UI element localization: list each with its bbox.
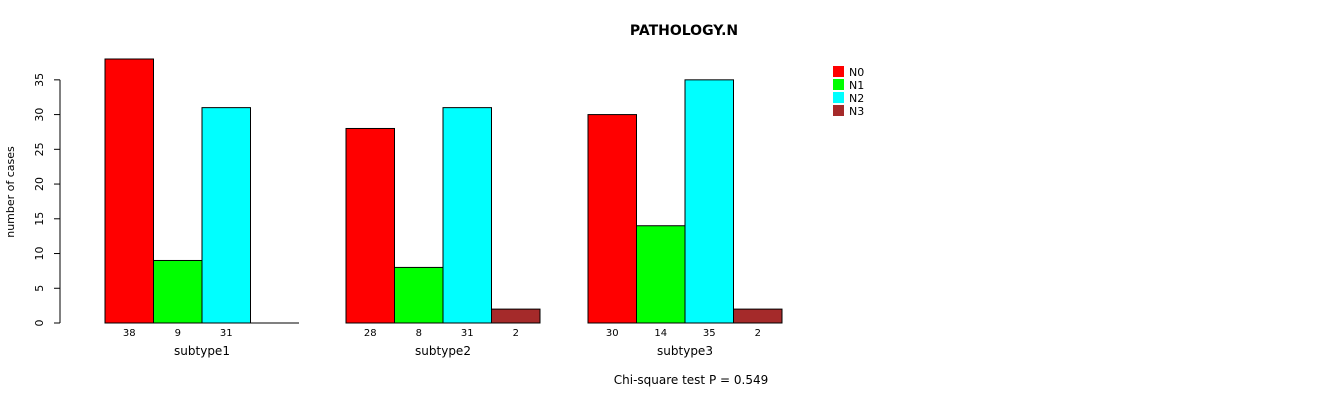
bar-value-label: 2 [755,328,761,339]
y-tick-label: 35 [33,73,46,87]
legend-swatch-N1 [833,79,844,90]
y-tick-label: 30 [33,108,46,122]
y-axis: 0 5 10 15 20 25 30 35 [33,73,61,327]
legend-swatch-N0 [833,66,844,77]
bars: 38 9 31 subtype1 28 8 31 2 subtype2 30 14 35 2 subtyp… [104,58,783,358]
legend-label-N0: N0 [849,66,864,79]
category-label: subtype2 [415,344,471,358]
category-label: subtype3 [657,344,713,358]
bar-value-label: 14 [654,328,667,339]
bar-value-label: 30 [606,328,619,339]
bar-subtype1-N2 [201,107,251,324]
y-tick-label: 15 [33,212,46,226]
chart-title: PATHOLOGY.N [630,23,738,39]
y-tick-label: 0 [33,320,46,327]
bar-value-label: 9 [175,328,181,339]
y-tick-label: 5 [33,285,46,292]
legend-label-N2: N2 [849,92,864,105]
bar-value-label: 31 [220,328,233,339]
bar-subtype2-N3 [491,308,541,324]
bar-subtype1-N1 [153,259,203,324]
bar-value-label: 2 [513,328,519,339]
bar-subtype3-N1 [636,225,686,324]
y-tick-label: 20 [33,177,46,191]
y-tick-label: 25 [33,142,46,156]
y-tick-label: 10 [33,247,46,261]
bar-subtype3-N3 [733,308,783,324]
bar-subtype3-N2 [684,79,734,324]
category-label: subtype1 [174,344,230,358]
bar-subtype2-N0 [345,127,395,324]
bar-subtype3-N0 [587,114,637,324]
bar-value-label: 28 [364,328,377,339]
bar-subtype1-N0 [104,58,154,324]
legend-label-N1: N1 [849,79,864,92]
legend-swatch-N2 [833,92,844,103]
bar-subtype2-N2 [442,107,492,324]
bar-value-label: 35 [703,328,716,339]
chi-square-footnote: Chi-square test P = 0.549 [614,373,768,387]
y-axis-label: number of cases [4,146,17,238]
bar-value-label: 8 [416,328,422,339]
bar-value-label: 38 [123,328,136,339]
bar-value-label: 31 [461,328,474,339]
legend-label-N3: N3 [849,105,864,118]
legend-swatch-N3 [833,105,844,116]
bar-subtype2-N1 [394,266,444,324]
